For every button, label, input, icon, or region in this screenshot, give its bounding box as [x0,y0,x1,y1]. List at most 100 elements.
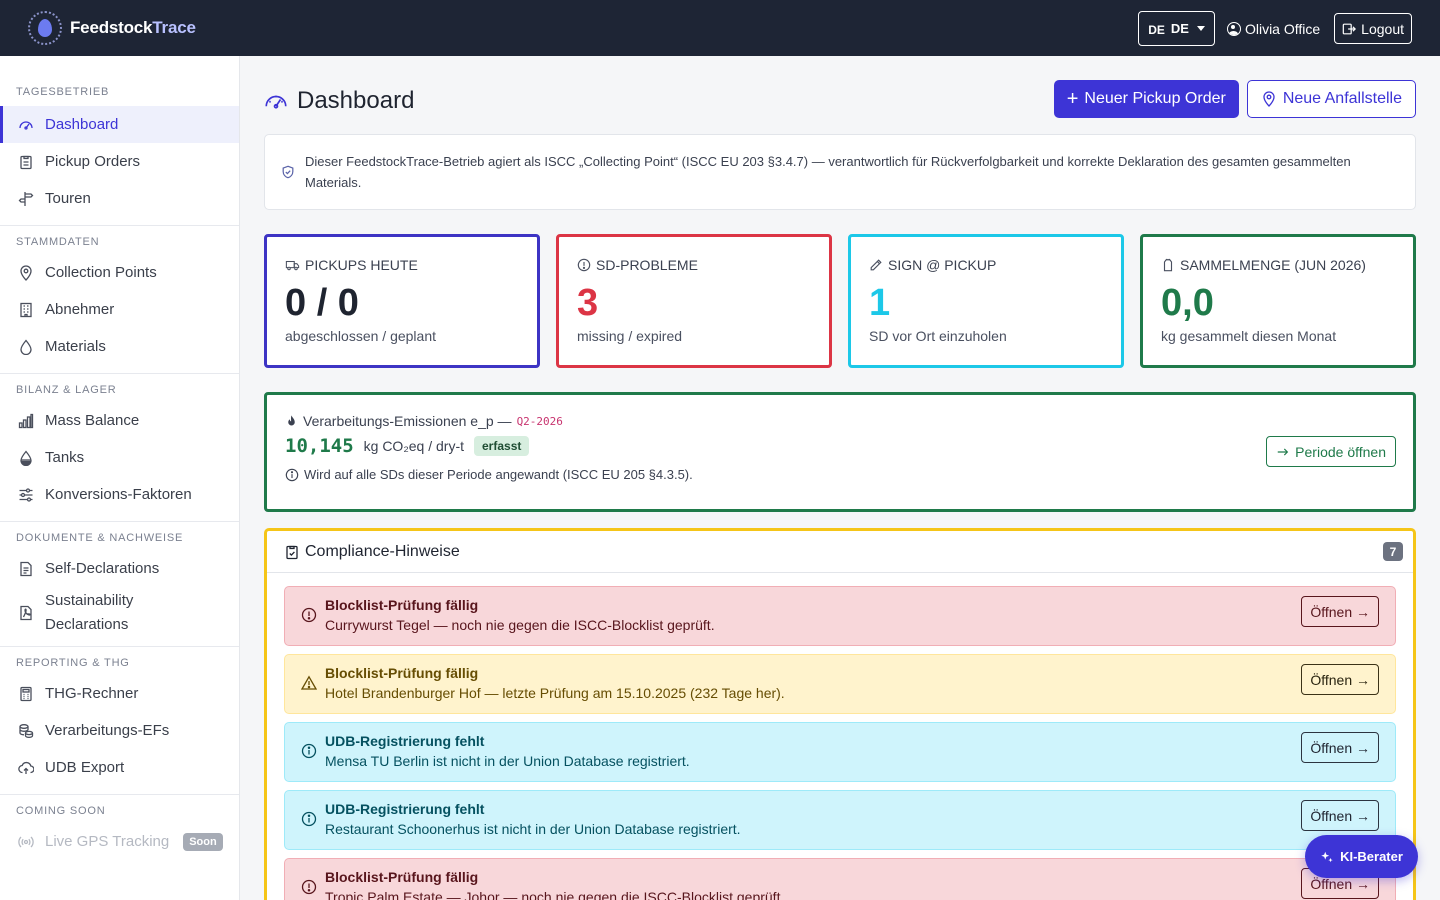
stat-value: 0,0 [1161,282,1214,324]
sidebar-item-touren[interactable]: Touren [0,180,239,217]
sidebar-item-abnehmer[interactable]: Abnehmer [0,291,239,328]
ai-advisor-label: KI-Berater [1340,849,1403,864]
alert-circle-icon [301,607,317,623]
signpost-icon [18,191,34,207]
broadcast-icon [18,834,34,850]
stat-label-text: PICKUPS HEUTE [305,257,418,273]
stat-subtext: abgeschlossen / geplant [285,328,436,344]
sidebar-item-label: Abnehmer [45,301,115,318]
stat-subtext: kg gesammelt diesen Monat [1161,328,1337,344]
alert-title: Blocklist-Prüfung fällig [325,597,479,613]
sidebar-item-self-declarations[interactable]: Self-Declarations [0,550,239,587]
bar-chart-icon [18,413,34,429]
sidebar-item-mass-balance[interactable]: Mass Balance [0,402,239,439]
sidebar-item-collection-points[interactable]: Collection Points [0,254,239,291]
clipboard-check-icon [286,545,298,559]
open-alert-button[interactable]: Öffnen → [1301,800,1379,831]
stat-label: SIGN @ PICKUP [869,257,1103,273]
sidebar-divider [0,794,239,795]
top-navbar: FeedstockTrace DE DE Olivia Office Logou… [0,0,1440,56]
sidebar-item-tanks[interactable]: Tanks [0,439,239,476]
sidebar-item-thg-rechner[interactable]: THG-Rechner [0,675,239,712]
language-code: DE [1148,23,1165,37]
emissions-label-row: Verarbeitungs-Emissionen e_p — Q2-2026 [285,413,1395,429]
sliders-icon [18,487,34,503]
alert-text: Tropic Palm Estate — Johor — noch nie ge… [325,889,785,900]
stat-card-collection-amount[interactable]: SAMMELMENGE (JUN 2026) 0,0 kg gesammelt … [1140,234,1416,368]
building-icon [18,302,34,318]
caret-down-icon [1196,26,1205,31]
open-alert-button[interactable]: Öffnen → [1301,596,1379,627]
alert-circle-icon [301,879,317,895]
sidebar-item-label: Collection Points [45,264,157,281]
pen-icon [870,259,882,271]
emissions-note-row: Wird auf alle SDs dieser Periode angewan… [285,467,1395,482]
stat-card-sign-at-pickup[interactable]: SIGN @ PICKUP 1 SD vor Ort einzuholen [848,234,1124,368]
sidebar-item-label: Live GPS Tracking [45,833,170,850]
new-pickup-order-button[interactable]: + Neuer Pickup Order [1053,80,1239,118]
alert-title: UDB-Registrierung fehlt [325,801,485,817]
open-period-button[interactable]: Periode öffnen [1266,436,1396,467]
compliance-alert: UDB-Registrierung fehlt Mensa TU Berlin … [284,722,1396,782]
sidebar-item-verarbeitungs-efs[interactable]: Verarbeitungs-EFs [0,712,239,749]
emissions-period: Q2-2026 [516,414,563,428]
sidebar-item-label: Materials [45,338,106,355]
brand-name: FeedstockTrace [70,18,196,37]
page-title-text: Dashboard [297,87,415,114]
sidebar-item-materials[interactable]: Materials [0,328,239,365]
shield-check-icon [282,165,294,179]
sidebar-section-title: REPORTING & THG [16,657,130,669]
stat-label-text: SIGN @ PICKUP [888,257,997,273]
open-alert-button[interactable]: Öffnen → [1301,732,1379,763]
iscc-info-card: Dieser FeedstockTrace-Betrieb agiert als… [264,134,1416,210]
alert-text: Currywurst Tegel — noch nie gegen die IS… [325,617,715,633]
alert-title: UDB-Registrierung fehlt [325,733,485,749]
pin-icon [18,264,34,281]
sidebar-item-pickup-orders[interactable]: Pickup Orders [0,143,239,180]
sidebar-item-label: Dashboard [45,116,119,133]
sidebar-item-label: Konversions-Faktoren [45,486,192,503]
stat-card-pickups-today[interactable]: PICKUPS HEUTE 0 / 0 abgeschlossen / gepl… [264,234,540,368]
gauge-icon [265,95,287,109]
new-collection-point-button[interactable]: Neue Anfallstelle [1246,80,1416,118]
logout-button[interactable]: Logout [1334,13,1412,44]
sidebar-divider [0,373,239,374]
sidebar-section-title: STAMMDATEN [16,236,100,248]
alert-title: Blocklist-Prüfung fällig [325,665,479,681]
sidebar-item-dashboard[interactable]: Dashboard [0,106,239,143]
sidebar-divider [0,521,239,522]
brand-logo-icon [28,11,62,45]
logout-label: Logout [1361,20,1404,37]
info-circle-icon [301,743,317,759]
sidebar-item-sustainability-declarations[interactable]: Sustainability Declarations [0,587,239,638]
compliance-header: Compliance-Hinweise 7 [267,531,1413,573]
compliance-alert: Blocklist-Prüfung fällig Hotel Brandenbu… [284,654,1396,714]
plus-icon: + [1066,88,1079,110]
compliance-count-badge: 7 [1383,542,1403,561]
sidebar-item-label: UDB Export [45,759,125,776]
open-alert-button[interactable]: Öffnen → [1301,664,1379,695]
coins-icon [18,723,34,739]
sidebar-item-label: THG-Rechner [45,685,139,702]
sidebar-section-title: COMING SOON [16,805,106,817]
drop-icon [18,338,34,355]
sidebar-section-title: TAGESBETRIEB [16,86,110,98]
language-dropdown[interactable]: DE DE [1138,11,1215,46]
sidebar-item-konversions-faktoren[interactable]: Konversions-Faktoren [0,476,239,513]
sidebar-divider [0,225,239,226]
main-content: Dashboard + Neuer Pickup Order Neue Anfa… [264,56,1416,900]
ai-advisor-button[interactable]: KI-Berater [1305,835,1418,878]
brand[interactable]: FeedstockTrace [28,11,196,45]
sidebar-item-label: Declarations [45,615,129,633]
sidebar-item-udb-export[interactable]: UDB Export [0,749,239,786]
language-label: DE [1170,21,1189,36]
alert-text: Mensa TU Berlin ist nicht in der Union D… [325,753,690,769]
gauge-icon [18,117,34,133]
truck-icon [285,260,300,271]
open-period-label: Periode öffnen [1295,443,1386,460]
sidebar-item-label: Pickup Orders [45,153,141,170]
sidebar-divider [0,646,239,647]
compliance-card: Compliance-Hinweise 7 Blocklist-Prüfung … [264,528,1416,900]
stat-card-sd-problems[interactable]: SD-PROBLEME 3 missing / expired [556,234,832,368]
user-menu[interactable]: Olivia Office [1226,21,1320,37]
